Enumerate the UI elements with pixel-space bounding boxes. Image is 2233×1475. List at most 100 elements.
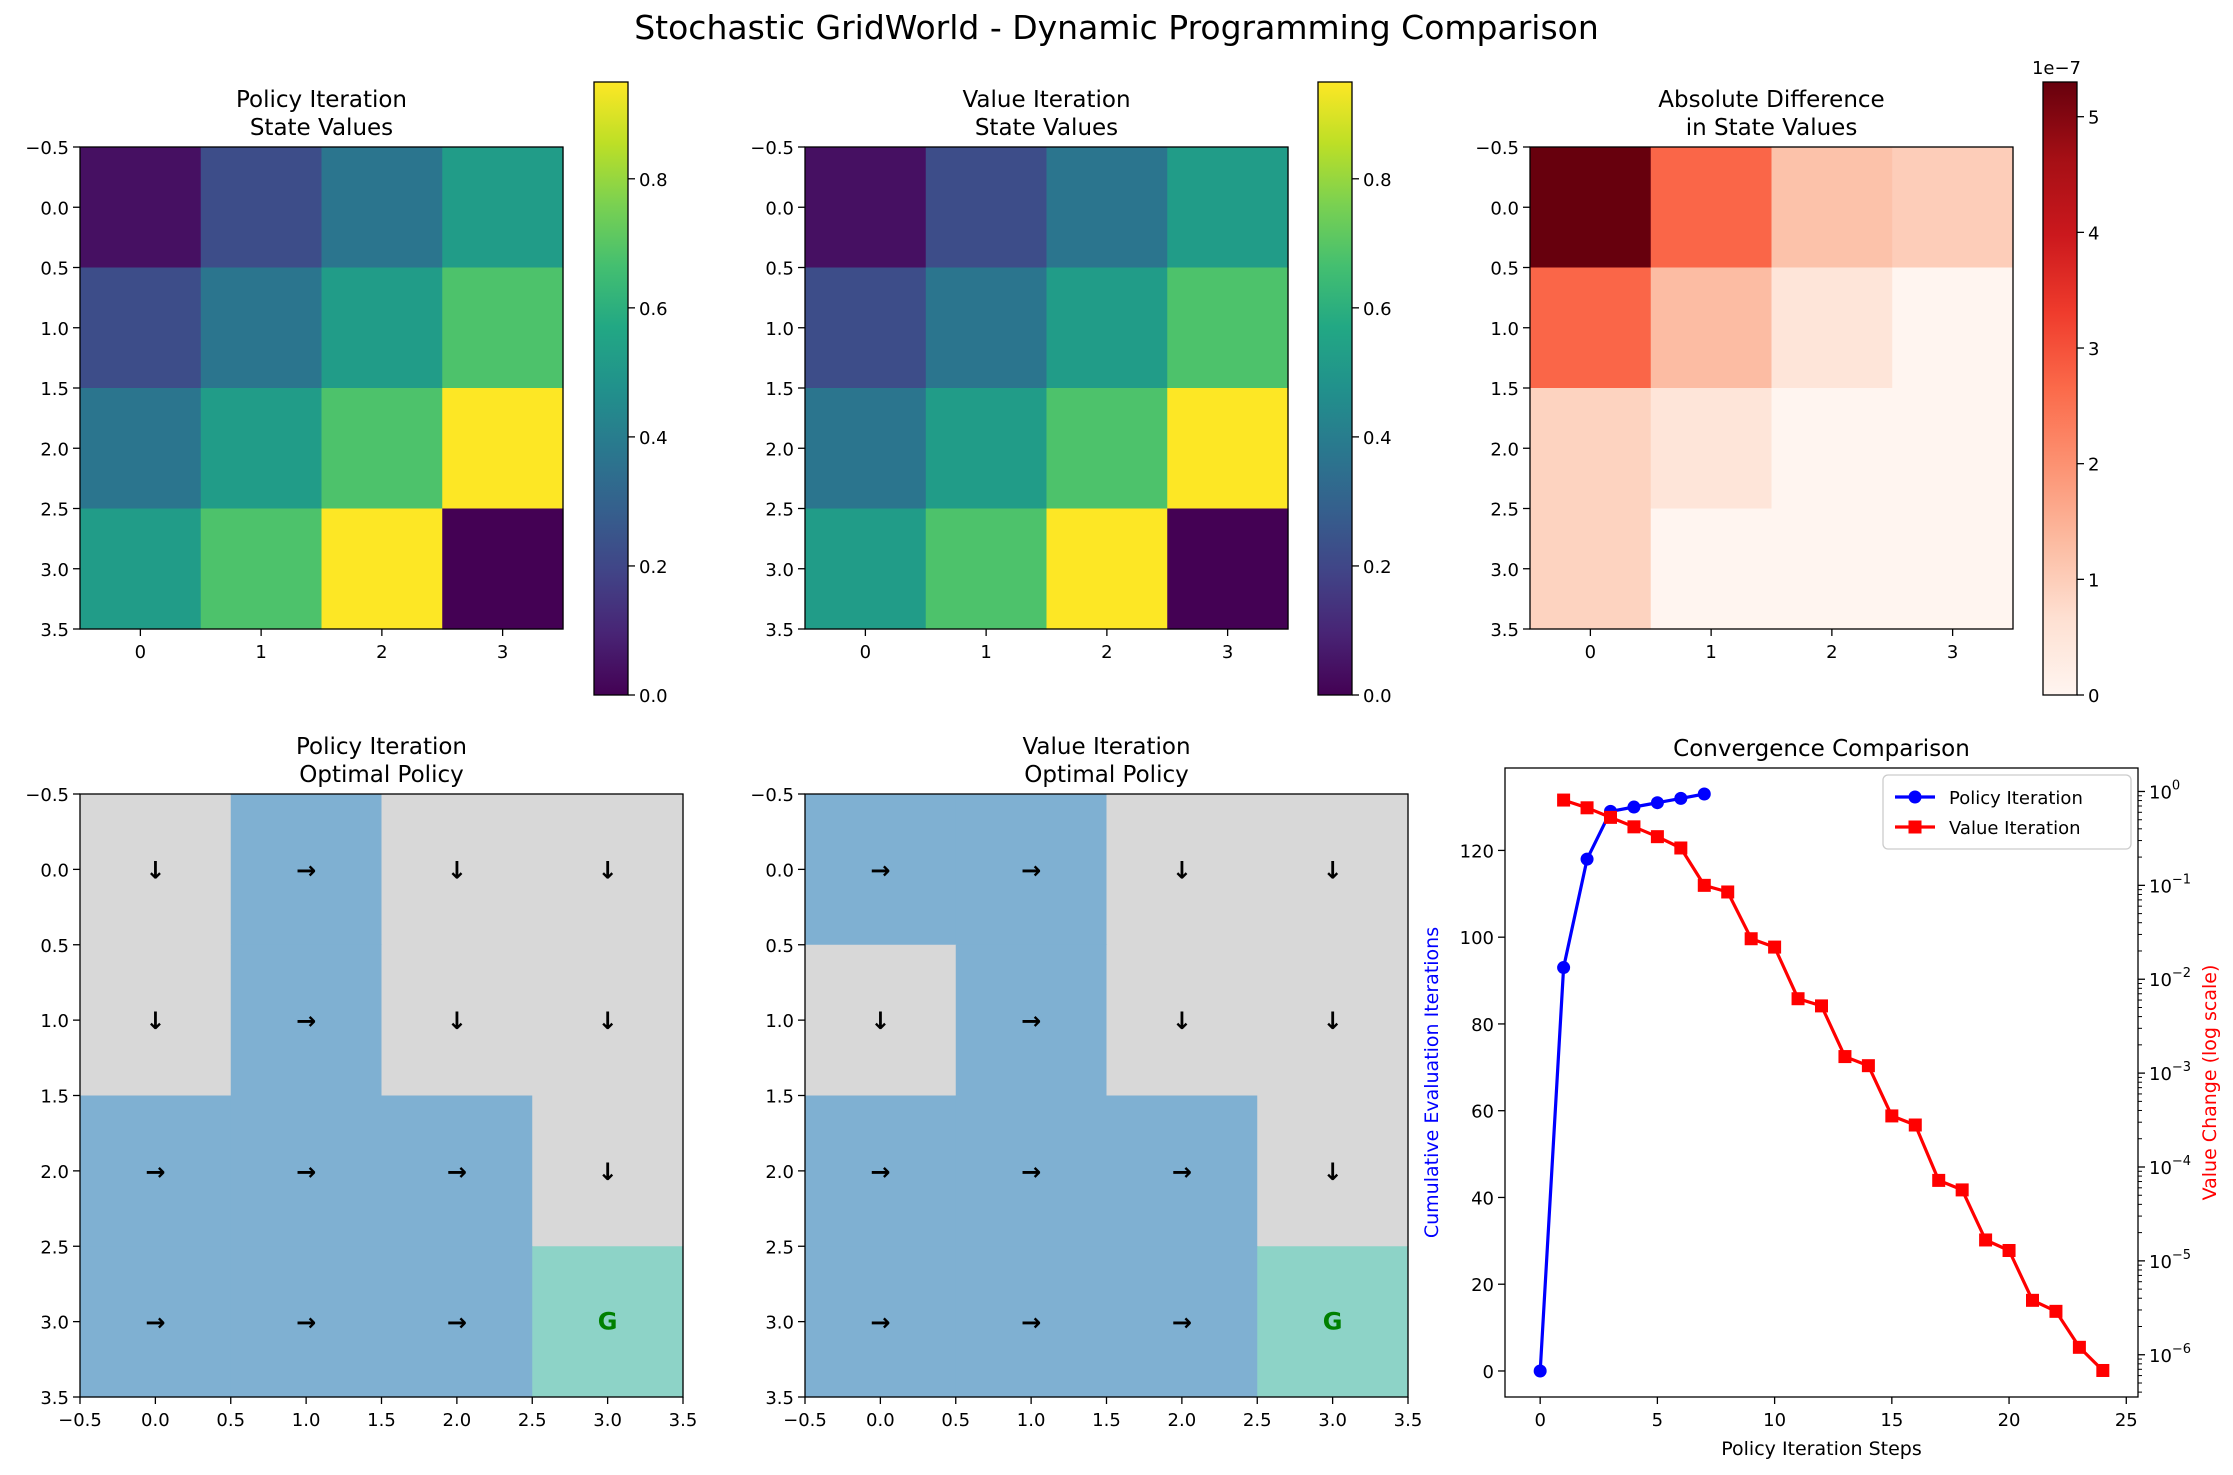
policy-cell [381,1246,533,1398]
heatmap-cell [1650,267,1773,389]
colorbar-tick-label: 1 [2088,570,2099,591]
policy-arrow: ↓ [1172,856,1192,884]
goal-label: G [1323,1308,1343,1336]
heatmap-cell [321,147,443,269]
x-tick-label: 0 [1585,642,1596,663]
series-point [1650,830,1664,844]
y-tick-label: 20 [1471,1275,1494,1296]
colorbar [2042,81,2078,696]
series-point [1674,791,1688,805]
y-tick-label: 1.5 [765,379,794,400]
policy-cell [805,1246,957,1398]
x-tick-label: −0.5 [783,1410,827,1431]
y-tick-label: 3.0 [765,1313,794,1334]
y-tick-label: 2.0 [1490,439,1519,460]
heatmap-cell [925,508,1048,630]
legend-marker [1908,820,1922,834]
policy-arrow: ↓ [145,1007,165,1035]
heatmap-cell [1892,388,2014,510]
heatmap-cell [200,147,323,269]
x-tick-label: 10 [1763,1410,1786,1431]
policy-cell [1106,794,1258,946]
panel-title: Optimal Policy [299,762,463,788]
policy-cell [80,1095,232,1247]
heatmap-cell [200,267,323,389]
series-point [1604,810,1617,824]
policy-arrow: → [1021,1007,1041,1035]
series-point [1744,932,1758,946]
y-tick-label: 3.5 [765,620,794,641]
y-tick-label: 3.5 [40,1388,69,1409]
y-tick-label: 0.0 [1490,198,1519,219]
y-tick-label: 0.0 [40,198,69,219]
policy-cell [1106,1246,1258,1398]
axes-frame [1504,767,2139,1398]
policy-cell [955,794,1108,946]
heatmap-cell [1892,147,2014,269]
x-tick-label: 3 [1222,642,1233,663]
vi-policy-panel: → → ↓ ↓ ↓ → ↓ ↓ → → → ↓ → → → G −0.5 0.0 0.5 1.0 1.5 2.0 2.5 3.… [750,734,1422,1431]
colorbar-tick-label: 2 [2088,455,2099,476]
series-point [1697,878,1711,892]
policy-arrow: → [447,1309,467,1337]
series-point [2002,1243,2016,1257]
heatmap-cell [442,147,564,269]
goal-label: G [598,1308,618,1336]
policy-arrow: → [870,856,890,884]
y-tick-label: 0.5 [765,936,794,957]
colorbar-tick-label: 0.4 [1363,428,1392,449]
y-tick-label: 1.5 [40,379,69,400]
policy-arrow: → [1021,1309,1041,1337]
y-tick-label: 2.5 [765,1237,794,1258]
y-tick-label: 120 [1460,841,1494,862]
policy-arrow: → [447,1158,467,1186]
series-point [1885,1109,1899,1123]
y2-tick-label: 10−4 [2149,1154,2191,1179]
convergence-panel: 0 5 10 15 20 25 0 20 40 60 80 100 120 10−6 10−5 10−4 10−… [1421,736,2221,1460]
y-tick-label: 2.5 [765,500,794,521]
series-point [1861,1059,1875,1073]
pi-policy-panel: ↓ → ↓ ↓ ↓ → ↓ ↓ → → → ↓ → → → G −0.5 0.0 0.5 1.0 1.5 2.0 2.5 3.… [25,734,697,1431]
policy-arrow: → [296,856,316,884]
heatmap-cell [1167,388,1289,510]
policy-cell [955,944,1108,1097]
colorbar-tick-label: 0.8 [1363,170,1392,191]
x-tick-label: 15 [1880,1410,1903,1431]
heatmap-cell [925,267,1048,389]
series-point [1815,999,1828,1013]
policy-arrow: → [296,1309,316,1337]
policy-cell [1106,944,1258,1097]
panel-title: Value Iteration [962,87,1130,113]
x-tick-label: 3.0 [593,1410,622,1431]
x-tick-label: 2.0 [443,1410,472,1431]
heatmap-cell [1892,267,2014,389]
policy-arrow: → [1172,1309,1192,1337]
x-tick-label: 1 [255,642,266,663]
series-point [1627,800,1641,814]
y-axis-label: Cumulative Evaluation Iterations [1421,927,1443,1238]
abs-diff-panel: 0 1 2 3 −0.5 0.0 0.5 1.0 1.5 2.0 2.5 3.0 3.5 Absolute… [1475,58,2099,707]
y-tick-label: 2.5 [1490,500,1519,521]
heatmap-cell [1650,147,1773,269]
series-point [1768,940,1782,954]
x-tick-label: 5 [1652,1410,1663,1431]
x-tick-label: −0.5 [58,1410,102,1431]
series-point [1979,1233,1993,1247]
heatmap-cell [321,388,443,510]
heatmap-cell [200,508,323,630]
x-tick-label: 2.5 [1243,1410,1272,1431]
y-tick-label: 1.0 [40,319,69,340]
legend-marker [1908,790,1922,804]
x-tick-label: 25 [2115,1410,2138,1431]
panel-title: Policy Iteration [296,734,467,760]
policy-cell [381,794,533,946]
heatmap-cell [1046,147,1168,269]
colorbar-tick-label: 3 [2088,339,2099,360]
x-tick-label: 0 [860,642,871,663]
heatmap-cell [200,388,323,510]
y-tick-label: 2.0 [40,439,69,460]
x-tick-label: 0.5 [941,1410,970,1431]
y-tick-label: −0.5 [750,785,794,806]
colorbar [593,81,629,696]
policy-arrow: → [1021,856,1041,884]
